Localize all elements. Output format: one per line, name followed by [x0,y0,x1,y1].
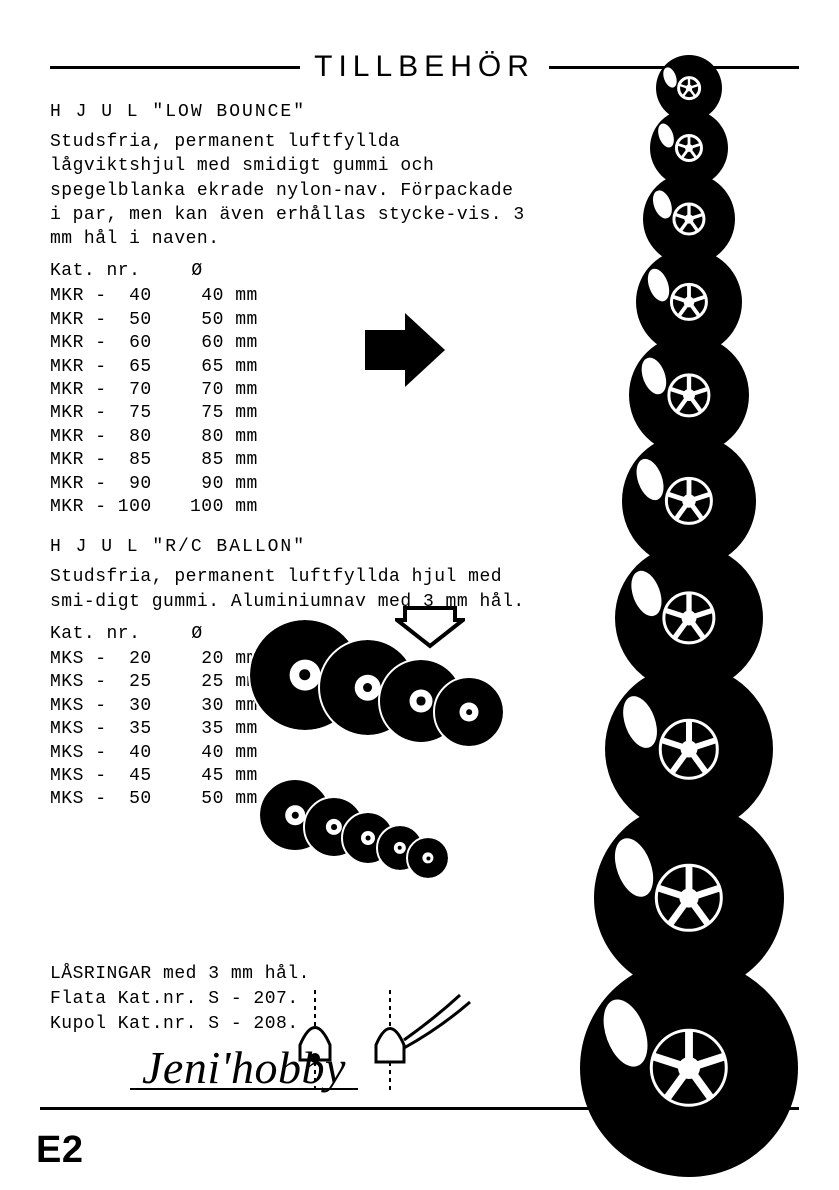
cell-kat: MKR - 80 [50,426,190,449]
cell-kat: MKS - 35 [50,718,190,741]
col-head-kat2: Kat. nr. [50,624,180,644]
table-row: MKR - 40 40 mm [50,285,258,308]
footer-rule [40,1107,799,1110]
cell-kat: MKR - 75 [50,402,190,425]
table-row: MKS - 35 35 mm [50,718,258,741]
ballon-wheel-illustration [408,838,448,878]
table-row: MKR - 90 90 mm [50,473,258,496]
cell-kat: MKR - 85 [50,449,190,472]
table-row: MKR - 75 75 mm [50,402,258,425]
cell-diam: 100 mm [190,496,258,519]
cell-diam: 50 mm [190,309,258,332]
table-row: MKR - 50 50 mm [50,309,258,332]
cell-kat: MKR - 100 [50,496,190,519]
table-row: MKR - 70 70 mm [50,379,258,402]
table-row: MKR - 100100 mm [50,496,258,519]
cell-diam: 80 mm [190,426,258,449]
wheel-illustration [580,959,798,1177]
table-row: MKR - 85 85 mm [50,449,258,472]
page-number: E2 [36,1129,83,1172]
cell-kat: MKR - 40 [50,285,190,308]
cell-diam: 65 mm [190,356,258,379]
table-row: MKS - 30 30 mm [50,695,258,718]
cell-diam: 25 mm [190,671,258,694]
table-row: MKS - 50 50 mm [50,788,258,811]
cell-kat: MKS - 25 [50,671,190,694]
cell-diam: 40 mm [190,742,258,765]
cell-kat: MKS - 40 [50,742,190,765]
cell-diam: 75 mm [190,402,258,425]
col-head-diam: Ø [191,261,202,281]
cell-diam: 35 mm [190,718,258,741]
cell-kat: MKR - 65 [50,356,190,379]
col-head-kat: Kat. nr. [50,261,180,281]
cell-kat: MKS - 20 [50,648,190,671]
table-row: MKR - 65 65 mm [50,356,258,379]
table-row: MKR - 60 60 mm [50,332,258,355]
table-row: MKS - 25 25 mm [50,671,258,694]
cell-diam: 50 mm [190,788,258,811]
cell-kat: MKR - 50 [50,309,190,332]
cell-diam: 30 mm [190,695,258,718]
cell-diam: 60 mm [190,332,258,355]
ballon-wheel-illustration [435,678,503,746]
cell-kat: MKR - 90 [50,473,190,496]
header-rule-left [50,66,300,69]
cell-kat: MKR - 70 [50,379,190,402]
col-head-diam2: Ø [191,624,202,644]
cell-kat: MKS - 30 [50,695,190,718]
section1-table: MKR - 40 40 mmMKR - 50 50 mmMKR - 60 60 … [50,285,258,519]
table-row: MKR - 80 80 mm [50,426,258,449]
cell-kat: MKR - 60 [50,332,190,355]
page-title: TILLBEHÖR [300,50,549,84]
cell-kat: MKS - 50 [50,788,190,811]
table-row: MKS - 45 45 mm [50,765,258,788]
cell-diam: 70 mm [190,379,258,402]
arrow-down-outline-icon [395,600,465,650]
section1-desc: Studsfria, permanent luftfyllda lågvikts… [50,130,530,251]
cell-diam: 85 mm [190,449,258,472]
table-row: MKS - 20 20 mm [50,648,258,671]
wheel-stack-illustration [579,55,799,1120]
section2-table: MKS - 20 20 mmMKS - 25 25 mmMKS - 30 30 … [50,648,258,812]
cell-diam: 20 mm [190,648,258,671]
cell-diam: 90 mm [190,473,258,496]
cell-diam: 40 mm [190,285,258,308]
cell-kat: MKS - 45 [50,765,190,788]
brand-logo: Jeni'hobby [130,1047,358,1090]
arrow-right-solid-icon [360,305,450,395]
table-row: MKS - 40 40 mm [50,742,258,765]
cell-diam: 45 mm [190,765,258,788]
